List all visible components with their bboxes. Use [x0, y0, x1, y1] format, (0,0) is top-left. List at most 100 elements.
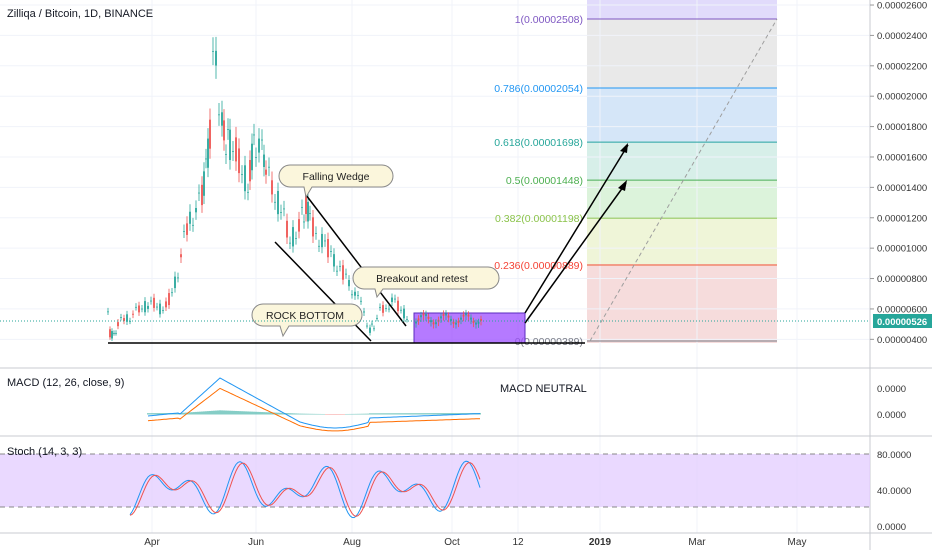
- candle-body: [120, 317, 122, 318]
- macd-histogram-bar: [199, 411, 201, 415]
- candle-body: [113, 333, 115, 334]
- macd-histogram-bar: [157, 413, 159, 415]
- macd-histogram-bar: [359, 413, 361, 415]
- candle-body: [460, 317, 462, 320]
- fib-zone-0786-0618: [587, 88, 777, 143]
- stoch-tick-40: 40.0000: [877, 486, 911, 497]
- candle-body: [274, 201, 276, 203]
- macd-histogram-bar: [443, 413, 445, 415]
- macd-histogram-bar: [435, 413, 437, 415]
- macd-histogram-bar: [413, 413, 415, 415]
- candle-body: [333, 254, 335, 267]
- macd-histogram-bar: [235, 410, 237, 415]
- macd-histogram-bar: [211, 410, 213, 415]
- macd-histogram-bar: [373, 413, 375, 415]
- macd-histogram-bar: [433, 413, 435, 415]
- time-tick-label: Oct: [444, 537, 460, 548]
- macd-histogram-bar: [255, 411, 257, 415]
- fib-zone-top: [587, 0, 777, 19]
- candle-body: [150, 300, 152, 302]
- macd-histogram-bar: [275, 412, 277, 415]
- box-candles: [415, 309, 482, 329]
- macd-histogram-bar: [151, 413, 153, 415]
- candle-body: [283, 208, 285, 210]
- macd-histogram-bar: [305, 413, 307, 415]
- candle-body: [261, 139, 263, 141]
- candle-body: [251, 143, 253, 171]
- fib-zone-0382-0236: [587, 219, 777, 266]
- macd-histogram-bar: [393, 413, 395, 415]
- macd-histogram-bar: [411, 413, 413, 415]
- macd-histogram-bar: [201, 411, 203, 415]
- candle-body: [385, 308, 387, 309]
- macd-histogram-bar: [327, 414, 329, 415]
- price-tick-label: 0.00000600: [877, 304, 927, 315]
- macd-histogram-bar: [243, 411, 245, 415]
- candle-body: [295, 238, 297, 239]
- macd-histogram-bar: [451, 413, 453, 415]
- macd-histogram-bar: [213, 410, 215, 415]
- price-tick-label: 0.00002400: [877, 31, 927, 42]
- macd-line: [147, 377, 481, 429]
- macd-histogram-bar: [319, 413, 321, 415]
- candle-body: [351, 294, 353, 296]
- last-price-value: 0.00000526: [877, 317, 927, 328]
- macd-pane: [147, 377, 481, 432]
- macd-histogram-bar: [215, 410, 217, 415]
- candle-body: [391, 297, 393, 303]
- macd-histogram-bar: [249, 411, 251, 415]
- macd-histogram-bar: [245, 411, 247, 415]
- macd-histogram-bar: [297, 413, 299, 415]
- candle-body: [455, 322, 457, 325]
- accumulation-box: [413, 312, 526, 344]
- macd-histogram-bar: [191, 412, 193, 415]
- price-candles: [107, 36, 408, 341]
- macd-histogram-bar: [391, 413, 393, 415]
- macd-histogram-bar: [267, 412, 269, 415]
- time-tick-label: Apr: [144, 537, 160, 548]
- macd-histogram-bar: [405, 413, 407, 415]
- macd-histogram-bar: [355, 413, 357, 415]
- candle-body: [430, 320, 432, 323]
- macd-histogram-bar: [241, 411, 243, 415]
- falling-wedge-label: Falling Wedge: [303, 171, 370, 183]
- price-tick-label: 0.00001400: [877, 183, 927, 194]
- macd-histogram-bar: [147, 413, 149, 415]
- macd-histogram-bar: [281, 412, 283, 415]
- price-tick-label: 0.00001000: [877, 244, 927, 255]
- price-axis: 0.00002600 0.00002400 0.00002200 0.00002000…: [870, 1, 927, 346]
- candle-body: [203, 171, 205, 196]
- candle-body: [209, 119, 211, 149]
- macd-histogram-bar: [309, 413, 311, 415]
- macd-histogram-bar: [163, 413, 165, 415]
- macd-histogram-bar: [349, 413, 351, 415]
- macd-histogram-bar: [259, 411, 261, 415]
- candle-body: [229, 129, 231, 161]
- candle-body: [477, 321, 480, 324]
- candle-body: [205, 158, 207, 160]
- candle-body: [467, 314, 470, 317]
- macd-histogram-bar: [279, 412, 281, 415]
- macd-tick-upper: 0.0000: [877, 384, 906, 395]
- candle-body: [301, 207, 303, 208]
- macd-histogram-bar: [193, 412, 195, 415]
- candle-body: [215, 50, 217, 66]
- macd-histogram-bar: [437, 413, 439, 415]
- candle-body: [465, 313, 467, 316]
- candle-body: [369, 327, 371, 333]
- price-tick-label: 0.00002600: [877, 1, 927, 12]
- macd-histogram-bar: [227, 410, 229, 415]
- macd-histogram-bar: [387, 413, 389, 415]
- macd-histogram-bar: [461, 413, 463, 415]
- candle-body: [241, 174, 243, 175]
- macd-histogram-bar: [321, 413, 323, 415]
- candle-body: [403, 308, 405, 319]
- macd-neutral-label: MACD NEUTRAL: [500, 383, 587, 395]
- candle-body: [373, 328, 375, 330]
- macd-histogram-bar: [315, 413, 317, 415]
- macd-histogram-bar: [263, 412, 265, 415]
- macd-histogram-bar: [369, 413, 371, 415]
- candle-body: [289, 242, 291, 244]
- candle-body: [427, 316, 430, 319]
